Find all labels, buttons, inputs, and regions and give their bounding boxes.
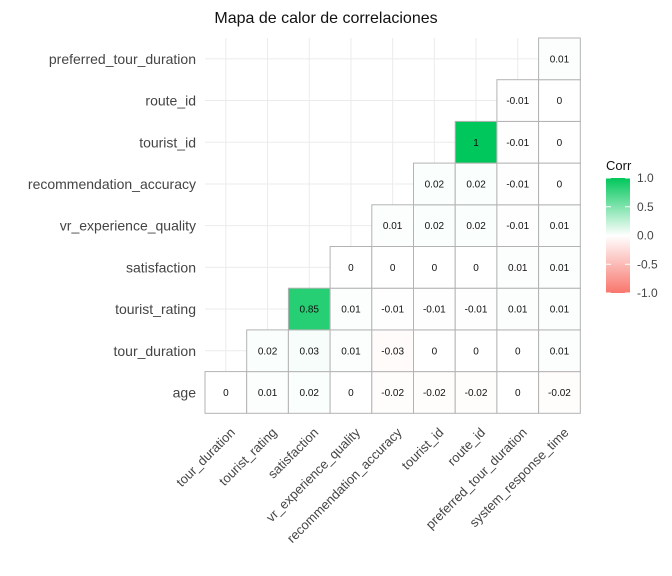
heatmap-cell bbox=[413, 162, 456, 206]
cell-value-label: -0.02 bbox=[423, 388, 446, 399]
cell-value-label: 0.01 bbox=[550, 263, 570, 274]
cell-value-label: 0.02 bbox=[466, 221, 486, 232]
heatmap-cell bbox=[496, 287, 540, 331]
heatmap-cell bbox=[538, 329, 581, 373]
heatmap-cell bbox=[413, 204, 456, 248]
cell-value-label: 0 bbox=[348, 388, 354, 399]
heatmap-cell bbox=[329, 287, 373, 331]
y-tick-label: tourist_rating bbox=[115, 301, 196, 317]
cell-value-label: 0.01 bbox=[550, 54, 570, 65]
cell-value-label: 0 bbox=[515, 346, 521, 357]
y-tick-label: tour_duration bbox=[113, 343, 196, 359]
legend-ticks: 1.0 0.5 0.0 -0.5 -1.0 bbox=[606, 171, 658, 300]
cell-value-label: 0 bbox=[473, 263, 479, 274]
y-tick-label: recommendation_accuracy bbox=[28, 176, 196, 192]
heatmap-cell bbox=[413, 246, 456, 289]
chart-title: Mapa de calor de correlaciones bbox=[214, 10, 437, 27]
cell-value-label: 0.02 bbox=[258, 346, 278, 357]
cell-value-label: -0.01 bbox=[506, 221, 529, 232]
y-tick-label: vr_experience_quality bbox=[60, 218, 196, 234]
heatmap-cell bbox=[538, 37, 581, 81]
cell-value-label: 0 bbox=[432, 263, 438, 274]
color-legend: Corr 1.0 0.5 0.0 -0.5 -1.0 bbox=[606, 158, 658, 300]
heatmap-cell bbox=[538, 371, 581, 414]
cell-value-label: 0 bbox=[473, 346, 479, 357]
cell-value-label: 0.02 bbox=[425, 221, 445, 232]
y-axis-labels: age tour_duration tourist_rating satisfacti… bbox=[28, 51, 196, 401]
cell-value-label: 0 bbox=[515, 388, 521, 399]
heatmap-cell bbox=[496, 120, 540, 164]
heatmap-cell bbox=[287, 287, 331, 331]
cell-value-label: 1 bbox=[473, 138, 479, 149]
legend-tick-label: -0.5 bbox=[637, 257, 658, 271]
cell-value-label: 0.01 bbox=[341, 305, 361, 316]
y-tick-label: satisfaction bbox=[126, 259, 196, 275]
heatmap-cell bbox=[413, 287, 456, 331]
heatmap-cell bbox=[287, 371, 331, 414]
y-tick-label: preferred_tour_duration bbox=[49, 51, 196, 67]
cell-value-label: -0.01 bbox=[506, 138, 529, 149]
cell-value-label: 0 bbox=[557, 179, 563, 190]
heatmap-cell bbox=[329, 329, 373, 373]
cell-value-label: -0.03 bbox=[381, 346, 404, 357]
heatmap-cell bbox=[538, 79, 581, 122]
heatmap-cell bbox=[329, 371, 373, 414]
legend-tick-label: 0.0 bbox=[637, 229, 654, 243]
cell-value-label: 0 bbox=[223, 388, 229, 399]
cell-value-label: 0 bbox=[348, 263, 354, 274]
cell-value-label: 0.03 bbox=[300, 346, 320, 357]
heatmap-cell bbox=[538, 162, 581, 206]
cell-value-label: -0.02 bbox=[465, 388, 488, 399]
heatmap-cell bbox=[538, 204, 581, 248]
y-tick-label: age bbox=[173, 384, 197, 400]
legend-tick-label: 0.5 bbox=[637, 200, 654, 214]
legend-title: Corr bbox=[606, 158, 632, 173]
cell-value-label: -0.02 bbox=[548, 388, 571, 399]
cell-value-label: 0.01 bbox=[508, 263, 528, 274]
y-tick-label: route_id bbox=[145, 93, 196, 109]
cell-value-label: -0.01 bbox=[506, 96, 529, 107]
cell-value-label: 0 bbox=[432, 346, 438, 357]
cell-value-label: 0.02 bbox=[466, 179, 486, 190]
cell-value-label: 0 bbox=[557, 138, 563, 149]
heatmap-cell bbox=[371, 287, 414, 331]
cell-value-label: 0 bbox=[390, 263, 396, 274]
heatmap-cell bbox=[538, 246, 581, 289]
cell-value-label: 0.01 bbox=[258, 388, 278, 399]
heatmap-cells: 0 0.01 0.02 0 -0.02 -0.02 -0.02 0 -0.02 0.02 0.03 0… bbox=[204, 37, 581, 414]
cell-value-label: 0.85 bbox=[300, 305, 320, 316]
cell-value-label: -0.01 bbox=[465, 305, 488, 316]
cell-value-label: 0.01 bbox=[508, 305, 528, 316]
legend-tick-label: 1.0 bbox=[637, 171, 654, 185]
heatmap-cell bbox=[246, 329, 289, 373]
cell-value-label: -0.01 bbox=[381, 305, 404, 316]
heatmap-cell bbox=[496, 79, 540, 122]
heatmap-cell bbox=[371, 371, 414, 414]
cell-value-label: 0.01 bbox=[550, 305, 570, 316]
cell-value-label: 0.02 bbox=[425, 179, 445, 190]
heatmap-cell bbox=[413, 329, 456, 373]
heatmap-cell bbox=[496, 371, 540, 414]
heatmap-cell bbox=[329, 246, 373, 289]
cell-value-label: -0.01 bbox=[506, 179, 529, 190]
x-tick-label: tourist_id bbox=[399, 425, 447, 473]
cell-value-label: 0.01 bbox=[383, 221, 403, 232]
x-axis-labels: tour_durationtourist_ratingsatisfactionv… bbox=[173, 424, 571, 545]
heatmap-cell bbox=[454, 329, 498, 373]
cell-value-label: 0.01 bbox=[341, 346, 361, 357]
legend-tick-label: -1.0 bbox=[637, 286, 658, 300]
heatmap-cell bbox=[371, 329, 414, 373]
cell-value-label: 0.02 bbox=[300, 388, 320, 399]
y-tick-label: tourist_id bbox=[139, 134, 196, 150]
cell-value-label: -0.01 bbox=[423, 305, 446, 316]
cell-value-label: -0.02 bbox=[381, 388, 404, 399]
cell-value-label: 0 bbox=[557, 96, 563, 107]
cell-value-label: 0.01 bbox=[550, 346, 570, 357]
heatmap-cell bbox=[496, 162, 540, 206]
cell-value-label: 0.01 bbox=[550, 221, 570, 232]
